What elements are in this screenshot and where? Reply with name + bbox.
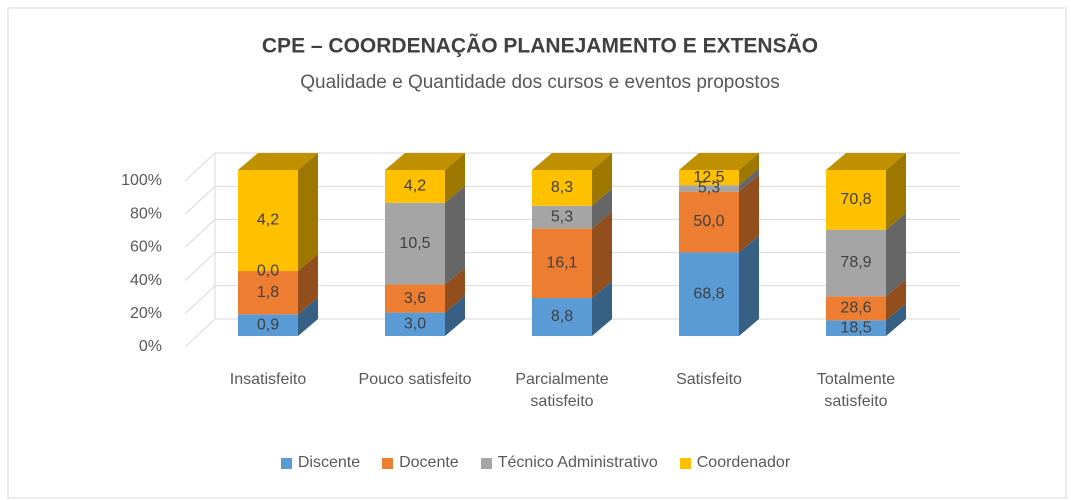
data-label: 70,8 — [840, 191, 871, 208]
chart-subtitle: Qualidade e Quantidade dos cursos e even… — [300, 72, 780, 93]
y-tick-label: 20% — [130, 305, 162, 322]
bar-segment — [826, 320, 886, 336]
bar-segment — [385, 202, 445, 285]
bar-top — [385, 153, 465, 170]
legend-item: Técnico Administrativo — [480, 454, 658, 472]
data-label: 3,6 — [404, 290, 426, 307]
y-tick-label: 60% — [130, 239, 162, 256]
bar-side — [592, 188, 612, 229]
bar-side — [739, 174, 759, 253]
bar-segment — [679, 252, 739, 336]
legend-label: Técnico Administrativo — [497, 454, 658, 471]
legend-label: Coordenador — [696, 454, 791, 471]
legend-swatch — [480, 457, 492, 469]
data-label: 3,0 — [404, 316, 426, 333]
bar-segment — [679, 185, 739, 192]
bar-segment — [532, 205, 592, 229]
bar-side — [445, 185, 465, 285]
data-label: 50,0 — [693, 213, 724, 230]
x-tick-label: Pouco satisfeito — [358, 371, 472, 388]
bar-side — [298, 153, 318, 272]
bar-side — [592, 281, 612, 336]
data-label: 12,5 — [693, 169, 724, 186]
bar-side — [886, 212, 906, 297]
legend-item: Docente — [382, 454, 459, 472]
bar-top — [679, 153, 759, 170]
data-label: 8,3 — [551, 179, 573, 196]
bar-top — [826, 153, 906, 170]
data-label: 0,9 — [257, 316, 279, 333]
legend-swatch — [280, 457, 292, 469]
bar-segment — [532, 298, 592, 336]
legend-swatch — [382, 457, 394, 469]
data-label: 5,3 — [551, 208, 573, 225]
bar-side — [739, 153, 759, 186]
bar-side — [445, 267, 465, 313]
bar-segment — [238, 170, 298, 272]
bar-segment — [532, 170, 592, 206]
data-label: 28,6 — [840, 300, 871, 317]
y-tick-label: 80% — [130, 205, 162, 222]
bar-segment — [826, 170, 886, 230]
bar-segment — [679, 170, 739, 186]
x-tick-label: Totalmente satisfeito — [816, 371, 896, 410]
x-tick-label: Satisfeito — [676, 371, 742, 388]
bar-segment — [826, 296, 886, 321]
bar-segment — [385, 284, 445, 313]
data-label: 0,0 — [257, 262, 279, 279]
legend-item: Coordenador — [679, 454, 791, 472]
bar-side — [886, 279, 906, 321]
bar-side — [592, 153, 612, 206]
y-tick-label: 100% — [121, 172, 162, 189]
bar-side — [739, 168, 759, 192]
data-label: 18,5 — [840, 319, 871, 336]
y-tick-label: 0% — [139, 338, 162, 355]
legend-label: Docente — [399, 454, 459, 471]
y-tick-label: 40% — [130, 272, 162, 289]
data-label: 78,9 — [840, 254, 871, 271]
bar-side — [886, 303, 906, 336]
bar-segment — [238, 271, 298, 315]
bar-side — [298, 297, 318, 336]
bar-segment — [385, 170, 445, 203]
bar-segment — [679, 191, 739, 253]
data-label: 5,3 — [698, 180, 720, 197]
legend-label: Discente — [297, 454, 361, 471]
bar-top — [532, 153, 612, 170]
x-tick-label: Insatisfeito — [229, 371, 307, 388]
data-label: 4,2 — [404, 178, 426, 195]
legend: Discente Docente Técnico Administrativo Coo… — [0, 454, 1071, 472]
bar-segment — [238, 314, 298, 336]
bar-side — [592, 211, 612, 299]
bar-segment — [532, 228, 592, 299]
data-label: 1,8 — [257, 284, 279, 301]
chart-title: CPE – COORDENAÇÃO PLANEJAMENTO E EXTENSÃ… — [262, 35, 818, 58]
bar-side — [445, 153, 465, 203]
legend-swatch — [679, 457, 691, 469]
bar-side — [298, 254, 318, 315]
data-label: 68,8 — [693, 285, 724, 302]
bar-segment — [826, 229, 886, 297]
data-label: 4,2 — [257, 212, 279, 229]
bar-side — [445, 295, 465, 336]
bar-segment — [385, 312, 445, 336]
bar-side — [739, 235, 759, 336]
x-tick-label: Parcialmente satisfeito — [515, 371, 609, 410]
legend-item: Discente — [280, 454, 361, 472]
bar-side — [886, 153, 906, 230]
data-label: 16,1 — [546, 255, 577, 272]
bar-top — [238, 153, 318, 170]
data-label: 10,5 — [399, 235, 430, 252]
data-label: 8,8 — [551, 308, 573, 325]
